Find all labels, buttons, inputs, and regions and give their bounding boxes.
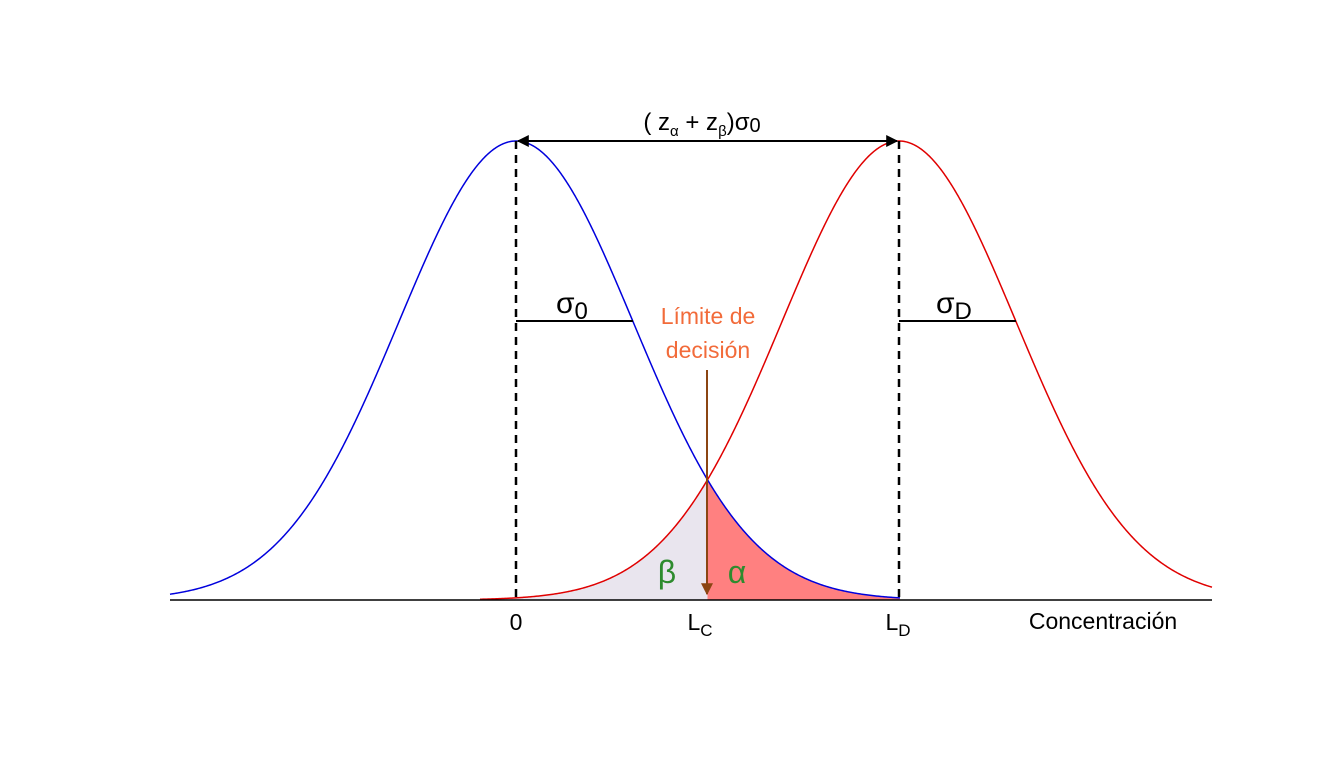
sigma-blank-label: σ0 bbox=[556, 287, 588, 325]
label-sub: 0 bbox=[750, 115, 761, 137]
decision-label: decisión bbox=[666, 337, 750, 363]
subscript: C bbox=[700, 621, 712, 640]
alpha-label: α bbox=[728, 554, 747, 590]
subscript: 0 bbox=[575, 298, 588, 325]
beta-area bbox=[480, 480, 708, 600]
axis-lc: LC bbox=[687, 609, 712, 640]
symbol: L bbox=[687, 609, 700, 635]
label-part: ( z bbox=[643, 109, 670, 136]
separation-label: ( zα + zβ)σ0 bbox=[643, 109, 760, 140]
sigma-detection-label: σD bbox=[936, 287, 972, 325]
decision-label: Límite de bbox=[661, 303, 756, 329]
label-sub: β bbox=[718, 123, 727, 140]
subscript: D bbox=[955, 298, 972, 325]
beta-label: β bbox=[658, 554, 676, 590]
symbol: σ bbox=[556, 287, 575, 320]
symbol: σ bbox=[936, 287, 955, 320]
shapes bbox=[169, 140, 1213, 600]
axis-ld: LD bbox=[885, 609, 910, 640]
detection-curve bbox=[479, 140, 1213, 600]
blank-curve bbox=[169, 140, 901, 599]
subscript: D bbox=[898, 621, 910, 640]
label-part: )σ bbox=[727, 109, 750, 136]
alpha-area bbox=[707, 479, 900, 600]
axis-zero: 0 bbox=[510, 609, 523, 635]
axis-title: Concentración bbox=[1029, 608, 1177, 634]
label-part: + z bbox=[679, 109, 718, 136]
symbol: L bbox=[885, 609, 898, 635]
label-sub: α bbox=[670, 123, 679, 140]
